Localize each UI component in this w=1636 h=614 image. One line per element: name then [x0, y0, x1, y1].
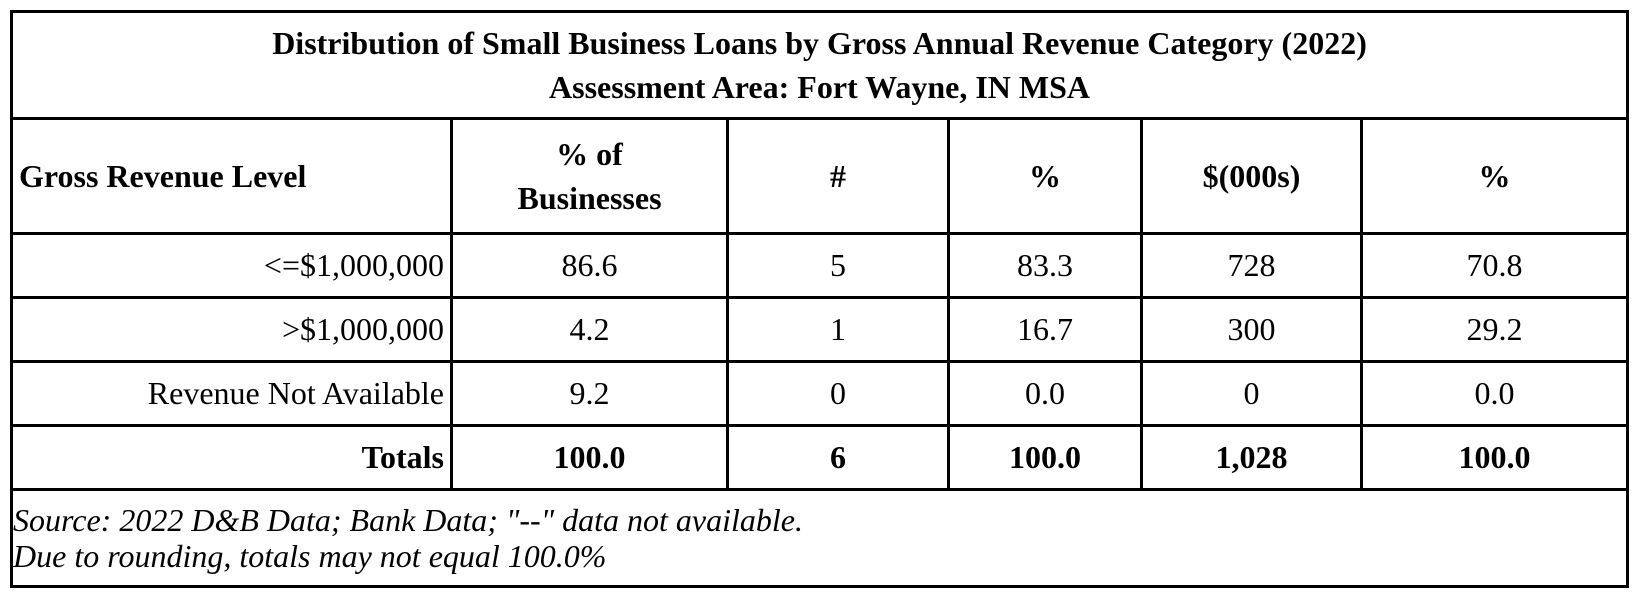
cell-pct-count: 0.0 [947, 360, 1143, 427]
footnote-rounding: Due to rounding, totals may not equal 10… [13, 538, 607, 574]
cell-pct-businesses: 4.2 [450, 296, 729, 363]
cell-pct-amount: 70.8 [1359, 232, 1630, 299]
title-line-2: Assessment Area: Fort Wayne, IN MSA [549, 69, 1091, 105]
header-pct-businesses-line-2: Businesses [517, 180, 662, 216]
cell-amount: 300 [1140, 296, 1363, 363]
cell-amount: 728 [1140, 232, 1363, 299]
title-row: Distribution of Small Business Loans by … [9, 10, 1630, 120]
cell-count: 1 [726, 296, 950, 363]
cell-pct-businesses: 86.6 [450, 232, 729, 299]
table-row: <=$1,000,000 86.6 5 83.3 728 70.8 [10, 232, 1630, 299]
loan-distribution-table: Distribution of Small Business Loans by … [9, 10, 1630, 588]
total-pct-count: 100.0 [947, 424, 1143, 491]
header-count: # [726, 117, 950, 235]
cell-pct-businesses: 9.2 [450, 360, 729, 427]
header-pct-amount: % [1359, 117, 1630, 235]
total-amount: 1,028 [1140, 424, 1363, 491]
cell-pct-amount: 29.2 [1359, 296, 1630, 363]
title-line-1: Distribution of Small Business Loans by … [272, 25, 1367, 61]
header-pct-count: % [947, 117, 1143, 235]
footnote-source: Source: 2022 D&B Data; Bank Data; "--" d… [13, 502, 803, 538]
total-pct-businesses: 100.0 [450, 424, 729, 491]
header-gross-revenue-level: Gross Revenue Level [10, 117, 453, 235]
totals-label: Totals [10, 424, 453, 491]
header-pct-businesses: % of Businesses [450, 117, 729, 235]
cell-pct-amount: 0.0 [1359, 360, 1630, 427]
header-row: Gross Revenue Level % of Businesses # % … [10, 117, 1630, 235]
totals-row: Totals 100.0 6 100.0 1,028 100.0 [10, 424, 1630, 491]
row-label: Revenue Not Available [10, 360, 453, 427]
row-label: >$1,000,000 [10, 296, 453, 363]
cell-pct-count: 16.7 [947, 296, 1143, 363]
cell-amount: 0 [1140, 360, 1363, 427]
table-footnote: Source: 2022 D&B Data; Bank Data; "--" d… [9, 488, 1630, 588]
header-pct-businesses-line-1: % of [556, 136, 623, 172]
row-label: <=$1,000,000 [10, 232, 453, 299]
cell-count: 0 [726, 360, 950, 427]
total-count: 6 [726, 424, 950, 491]
cell-pct-count: 83.3 [947, 232, 1143, 299]
table-title: Distribution of Small Business Loans by … [9, 10, 1630, 120]
table-row: Revenue Not Available 9.2 0 0.0 0 0.0 [10, 360, 1630, 427]
total-pct-amount: 100.0 [1359, 424, 1630, 491]
table-row: >$1,000,000 4.2 1 16.7 300 29.2 [10, 296, 1630, 363]
header-amount: $(000s) [1140, 117, 1363, 235]
cell-count: 5 [726, 232, 950, 299]
footer-row: Source: 2022 D&B Data; Bank Data; "--" d… [9, 488, 1630, 588]
